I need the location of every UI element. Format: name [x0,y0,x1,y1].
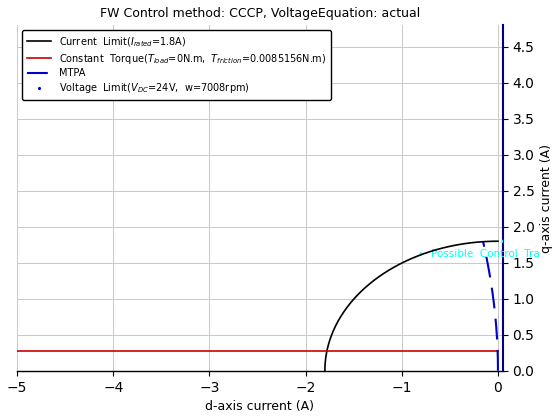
Constant  Torque($T_{load}$=0N.m,  $T_{friction}$=0.0085156N.m) [419,348,426,353]
MTPA [493,335,500,340]
X-axis label: d-axis current (A): d-axis current (A) [206,400,315,413]
MTPA [493,335,500,340]
MTPA [494,368,501,373]
Current  Limit($I_{rated}$=1.8A) [446,244,453,249]
Constant  Torque($T_{load}$=0N.m,  $T_{friction}$=0.0085156N.m) [494,348,501,353]
Current  Limit($I_{rated}$=1.8A) [321,368,328,373]
Constant  Torque($T_{load}$=0N.m,  $T_{friction}$=0.0085156N.m) [450,348,456,353]
Constant  Torque($T_{load}$=0N.m,  $T_{friction}$=0.0085156N.m) [15,348,22,353]
Y-axis label: q-axis current (A): q-axis current (A) [540,144,553,252]
Constant  Torque($T_{load}$=0N.m,  $T_{friction}$=0.0085156N.m) [300,348,307,353]
Current  Limit($I_{rated}$=1.8A) [380,271,387,276]
Current  Limit($I_{rated}$=1.8A) [368,279,375,284]
Title: FW Control method: CCCP, VoltageEquation: actual: FW Control method: CCCP, VoltageEquation… [100,7,420,20]
Constant  Torque($T_{load}$=0N.m,  $T_{friction}$=0.0085156N.m) [298,348,305,353]
Current  Limit($I_{rated}$=1.8A) [488,239,495,244]
Current  Limit($I_{rated}$=1.8A) [494,239,501,244]
Line: MTPA: MTPA [483,242,498,371]
MTPA [491,304,498,309]
Line: Current  Limit($I_{rated}$=1.8A): Current Limit($I_{rated}$=1.8A) [325,241,498,371]
Current  Limit($I_{rated}$=1.8A) [367,280,374,285]
MTPA [480,239,487,244]
MTPA [492,313,498,318]
Constant  Torque($T_{load}$=0N.m,  $T_{friction}$=0.0085156N.m) [14,348,21,353]
MTPA [489,287,496,292]
Current  Limit($I_{rated}$=1.8A) [392,264,399,269]
Constant  Torque($T_{load}$=0N.m,  $T_{friction}$=0.0085156N.m) [308,348,315,353]
Text: ← Possible  Control  Tra: ← Possible Control Tra [419,249,540,259]
MTPA [484,261,491,266]
Legend: Current  Limit($I_{rated}$=1.8A), Constant  Torque($T_{load}$=0N.m,  $T_{frictio: Current Limit($I_{rated}$=1.8A), Constan… [22,30,331,100]
